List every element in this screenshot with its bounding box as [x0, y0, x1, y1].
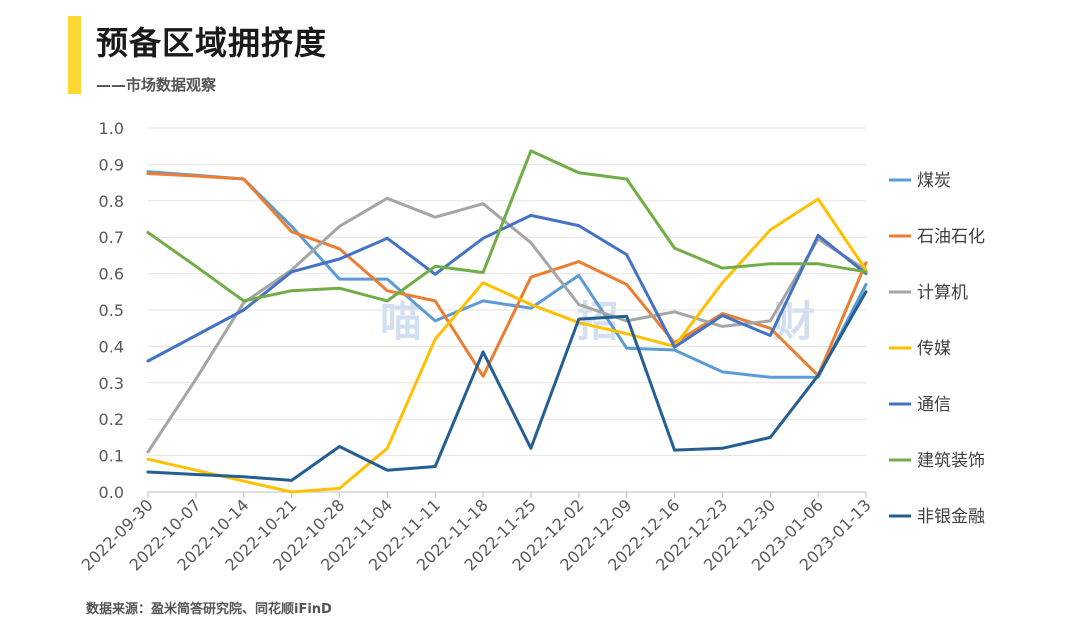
series-line-1 [146, 172, 868, 378]
series-line-3 [146, 197, 868, 494]
y-tick-label: 0.2 [99, 410, 124, 429]
y-axis-ticks: 0.0 0.1 0.2 0.3 0.4 0.5 0.6 0.7 0.8 0.9 1.0 [99, 119, 124, 502]
series-line-6 [146, 290, 868, 482]
legend-label-3: 传媒 [917, 339, 951, 359]
series-line-0 [146, 170, 868, 379]
data-source-note: 数据来源：盈米简答研究院、同花顺iFinD [86, 602, 332, 617]
legend-label-4: 通信 [917, 395, 951, 415]
legend-label-2: 计算机 [917, 283, 968, 303]
y-tick-label: 0.7 [99, 228, 124, 247]
legend-label-1: 石油石化 [917, 227, 985, 247]
y-tick-label: 0.8 [99, 192, 124, 211]
series-line-5 [146, 149, 868, 303]
grid-lines [148, 127, 866, 493]
y-tick-label: 0.1 [99, 447, 124, 466]
y-tick-label: 0.5 [99, 301, 124, 320]
x-axis-ticks: 2022-09-302022-10-072022-10-142022-10-21… [78, 492, 875, 575]
legend-label-6: 非银金融 [917, 507, 985, 527]
legend-label-5: 建筑装饰 [917, 451, 985, 471]
title-accent-bar [68, 16, 81, 94]
y-tick-label: 0.4 [99, 337, 124, 356]
y-tick-label: 1.0 [99, 119, 124, 138]
y-tick-label: 0.9 [99, 155, 124, 174]
chart-title: 预备区域拥挤度 [96, 24, 328, 62]
series-lines [146, 149, 868, 494]
legend-label-0: 煤炭 [917, 171, 951, 191]
chart-subtitle: ——市场数据观察 [96, 76, 217, 94]
y-tick-label: 0.0 [99, 483, 124, 502]
y-tick-label: 0.6 [99, 265, 124, 284]
series-line-2 [146, 196, 868, 454]
y-tick-label: 0.3 [99, 374, 124, 393]
series-line-4 [146, 213, 868, 363]
